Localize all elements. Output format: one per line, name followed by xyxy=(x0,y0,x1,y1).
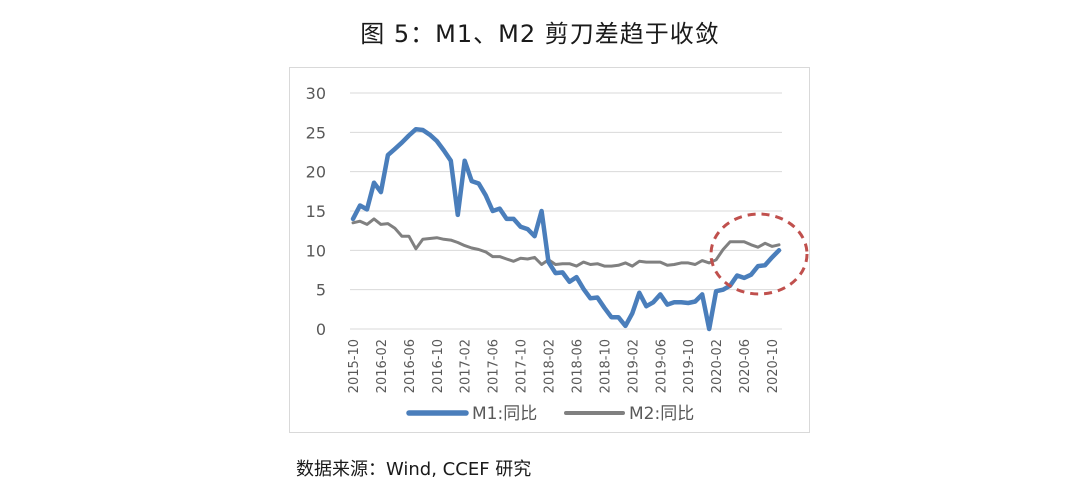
x-tick-label: 2016-10 xyxy=(431,339,446,393)
y-tick-label: 30 xyxy=(306,84,326,103)
x-tick-label: 2019-06 xyxy=(654,339,669,393)
x-tick-label: 2015-10 xyxy=(347,339,362,393)
y-tick-label: 25 xyxy=(306,123,326,142)
x-tick-label: 2017-02 xyxy=(459,339,474,393)
series-line-m2 xyxy=(351,217,781,268)
y-tick-label: 15 xyxy=(306,202,326,221)
x-axis-ticks: 2015-10 2016-02 2016-06 2016-10 2017-02 2017-… xyxy=(347,339,781,393)
x-tick-label: 2018-06 xyxy=(570,339,585,393)
source-note: 数据来源：Wind, CCEF 研究 xyxy=(296,459,532,480)
legend-label-m1: M1:同比 xyxy=(472,404,537,424)
series-lines xyxy=(350,126,782,332)
y-tick-label: 5 xyxy=(316,281,326,300)
highlight-circle xyxy=(709,212,809,296)
x-tick-label: 2019-10 xyxy=(682,339,697,393)
x-tick-label: 2018-10 xyxy=(598,339,613,393)
legend: M1:同比 M2:同比 xyxy=(406,404,694,424)
legend-label-m2: M2:同比 xyxy=(629,404,694,424)
x-tick-label: 2016-02 xyxy=(375,339,390,393)
x-tick-label: 2016-06 xyxy=(403,339,418,393)
x-tick-label: 2020-02 xyxy=(710,339,725,393)
y-tick-label: 20 xyxy=(306,163,326,182)
x-tick-label: 2017-10 xyxy=(515,339,530,393)
y-tick-label: 0 xyxy=(316,320,326,339)
chart-frame xyxy=(289,67,810,433)
x-tick-label: 2018-02 xyxy=(543,339,558,393)
y-tick-label: 10 xyxy=(306,241,326,260)
x-tick-label: 2019-02 xyxy=(626,339,641,393)
x-tick-label: 2020-10 xyxy=(766,339,781,393)
x-tick-label: 2020-06 xyxy=(738,339,753,393)
chart-title: 图 5：M1、M2 剪刀差趋于收敛 xyxy=(360,20,720,48)
series-line-m1 xyxy=(350,126,782,332)
y-axis-ticks: 0 5 10 15 20 25 30 xyxy=(306,84,326,339)
x-tick-label: 2017-06 xyxy=(487,339,502,393)
